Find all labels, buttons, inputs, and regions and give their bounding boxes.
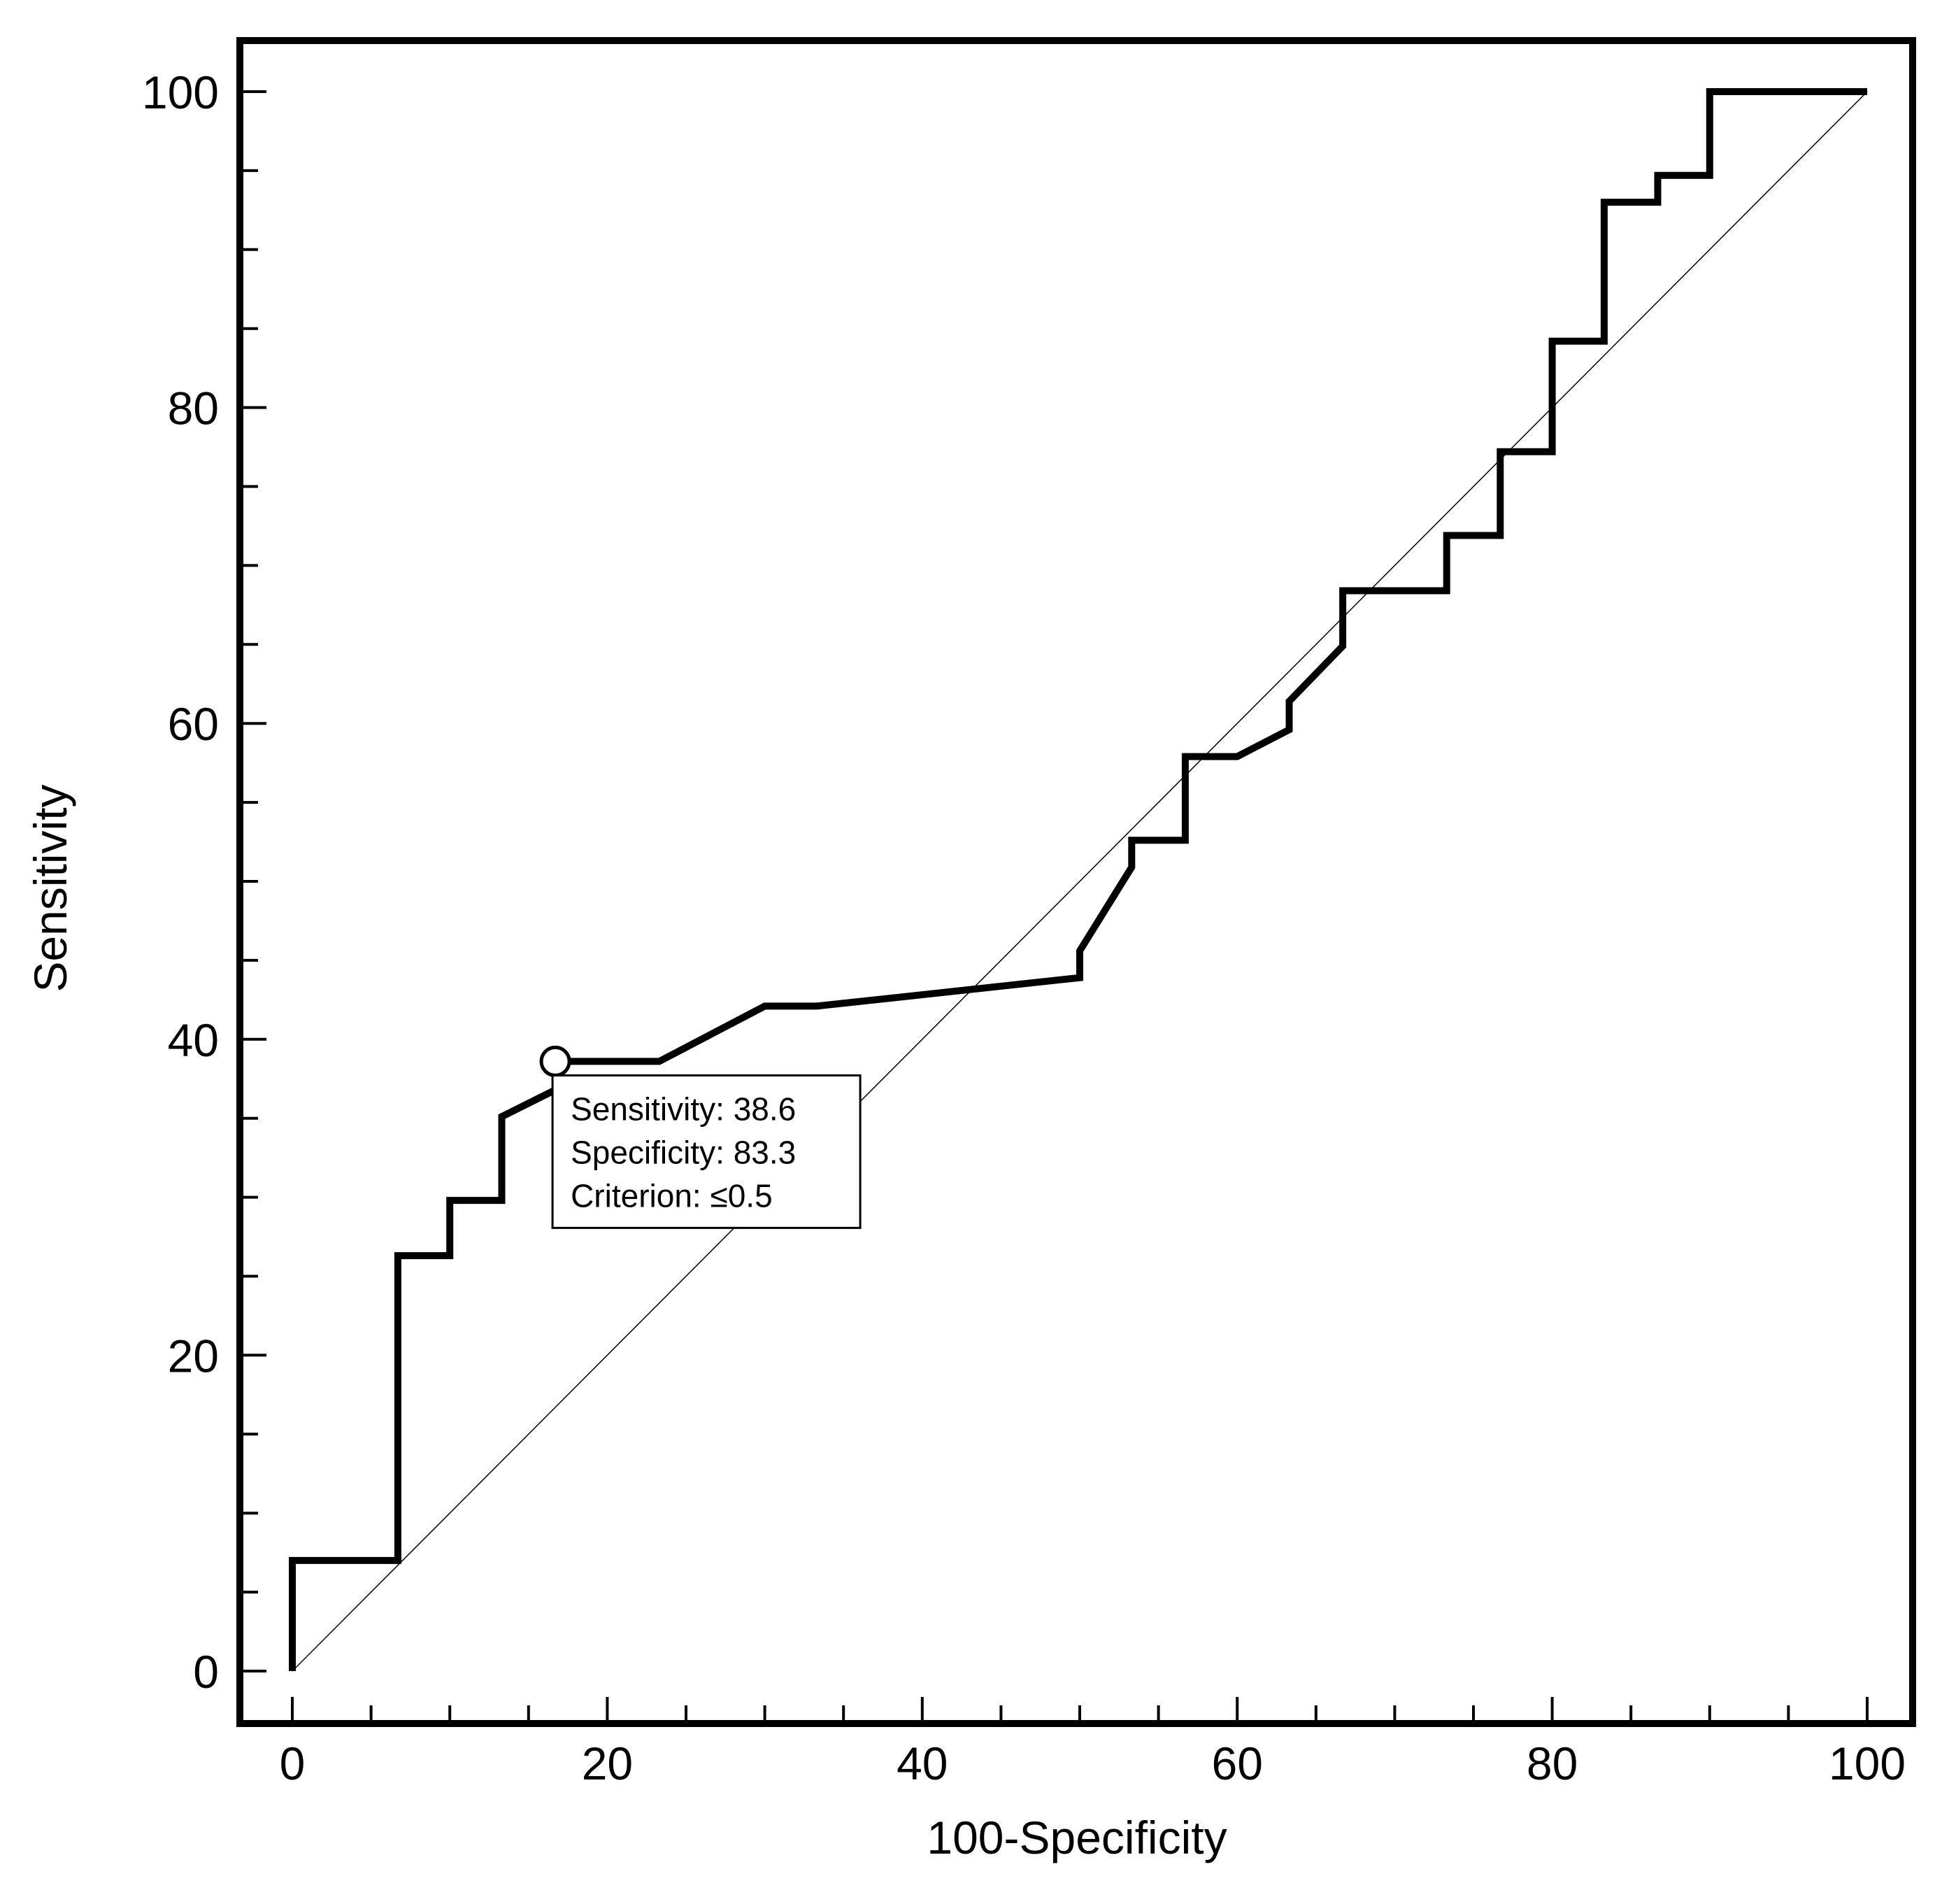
x-axis-ticks: 0 20 40 60 80 100 — [280, 1697, 1906, 1789]
x-tick-label: 60 — [1211, 1738, 1262, 1789]
tooltip-criterion-label: Criterion: ≤0.5 — [571, 1177, 773, 1214]
y-tick-label: 40 — [168, 1014, 219, 1066]
y-axis-ticks: 0 20 40 60 80 100 — [142, 66, 266, 1698]
roc-curve-line — [289, 88, 1867, 1671]
x-tick-label: 80 — [1527, 1738, 1578, 1789]
y-tick-label: 0 — [193, 1646, 219, 1698]
x-tick-label: 40 — [897, 1738, 948, 1789]
x-tick-label: 100 — [1829, 1738, 1906, 1789]
tooltip-specificity-label: Specificity: 83.3 — [571, 1134, 796, 1170]
chance-diagonal-line — [292, 91, 1868, 1672]
y-tick-label: 100 — [142, 66, 219, 118]
criterion-tooltip: Sensitivity: 38.6 Specificity: 83.3 Crit… — [551, 1074, 862, 1229]
y-tick-label: 60 — [168, 698, 219, 750]
optimal-point-marker — [539, 1045, 571, 1077]
x-axis-title: 100-Specificity — [927, 1812, 1227, 1863]
y-tick-label: 80 — [168, 383, 219, 434]
tooltip-sensitivity-label: Sensitivity: 38.6 — [571, 1090, 796, 1127]
x-tick-label: 20 — [582, 1738, 633, 1789]
tooltip-box — [551, 1074, 862, 1229]
y-tick-label: 20 — [168, 1330, 219, 1381]
y-axis-title: Sensitivity — [24, 784, 76, 992]
x-tick-label: 0 — [280, 1738, 306, 1789]
